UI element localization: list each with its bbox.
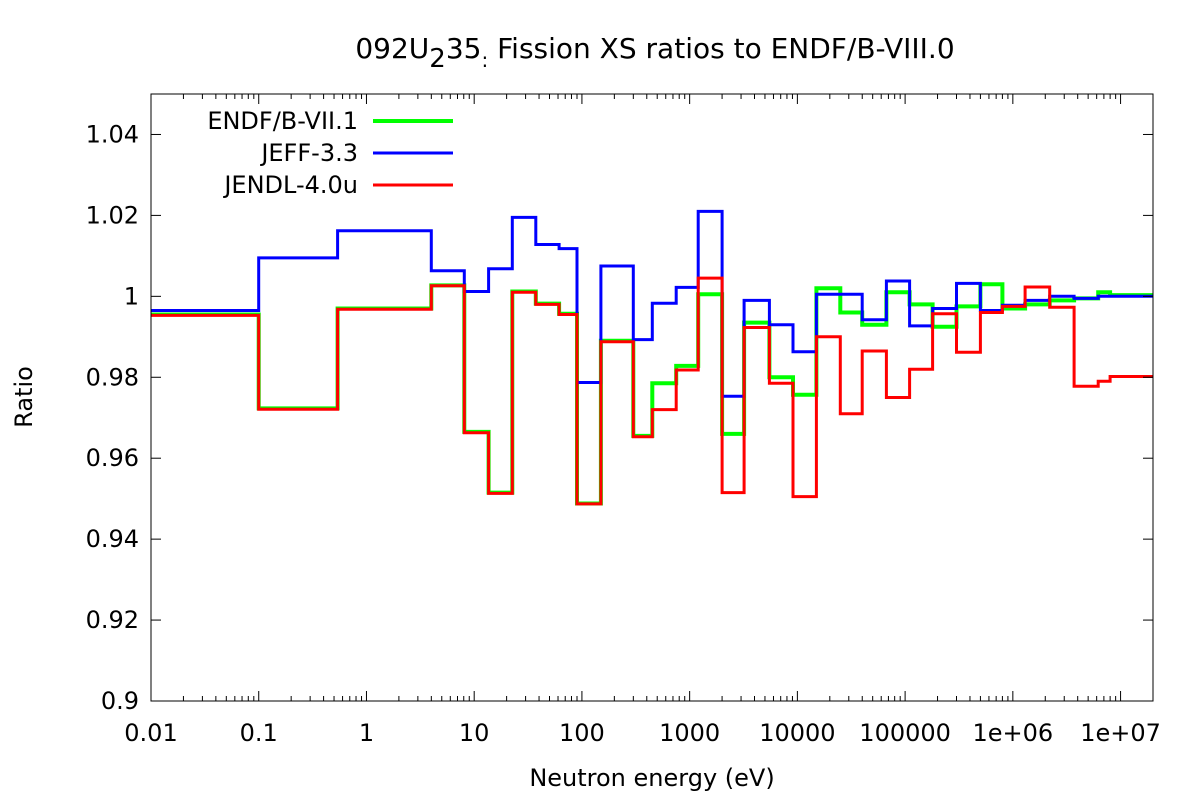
x-tick-label: 100 xyxy=(559,719,605,747)
title-sub2: : xyxy=(481,48,488,72)
y-tick-label: 0.92 xyxy=(86,606,139,634)
title-sub: 2 xyxy=(429,44,446,74)
y-tick-label: 0.96 xyxy=(86,444,139,472)
x-tick-label: 1e+07 xyxy=(1080,719,1161,747)
x-tick-label: 1 xyxy=(359,719,374,747)
series-line-3 xyxy=(151,276,1153,506)
y-tick-label: 0.94 xyxy=(86,525,139,553)
x-axis-title: Neutron energy (eV) xyxy=(529,764,774,792)
ticks-layer: 0.9 0.92 0.94 0.96 0.98 1 1.02 1.04 0.01 0.1 1 10 10… xyxy=(86,94,1161,747)
plot-frame xyxy=(150,93,1154,702)
x-tick-label: 1000 xyxy=(659,719,720,747)
y-tick-label: 0.9 xyxy=(101,687,139,715)
legend-label-1: ENDF/B-VII.1 xyxy=(207,107,358,135)
x-tick-label: 10 xyxy=(459,719,490,747)
x-tick-label: 1e+06 xyxy=(972,719,1053,747)
y-axis-title: Ratio xyxy=(10,366,38,428)
title-rest: Fission XS ratios to ENDF/B-VIII.0 xyxy=(488,32,954,65)
x-tick-label: 10000 xyxy=(759,719,835,747)
x-tick-label: 100000 xyxy=(859,719,951,747)
x-tick-label: 0.01 xyxy=(124,719,177,747)
x-tick-label: 0.1 xyxy=(240,719,278,747)
legend: ENDF/B-VII.1 JEFF-3.3 JENDL-4.0u xyxy=(207,107,453,199)
legend-label-3: JENDL-4.0u xyxy=(222,171,358,199)
y-tick-label: 0.98 xyxy=(86,363,139,391)
y-tick-label: 1.04 xyxy=(86,120,139,148)
y-tick-label: 1 xyxy=(124,282,139,310)
series-line-2 xyxy=(151,209,1153,398)
chart-title: 092U235: Fission XS ratios to ENDF/B-VII… xyxy=(355,32,954,74)
series-layer xyxy=(151,209,1153,506)
y-tick-label: 1.02 xyxy=(86,201,139,229)
title-after-sub: 35 xyxy=(446,32,482,65)
legend-label-2: JEFF-3.3 xyxy=(259,139,358,167)
title-main: 092U xyxy=(355,32,429,65)
